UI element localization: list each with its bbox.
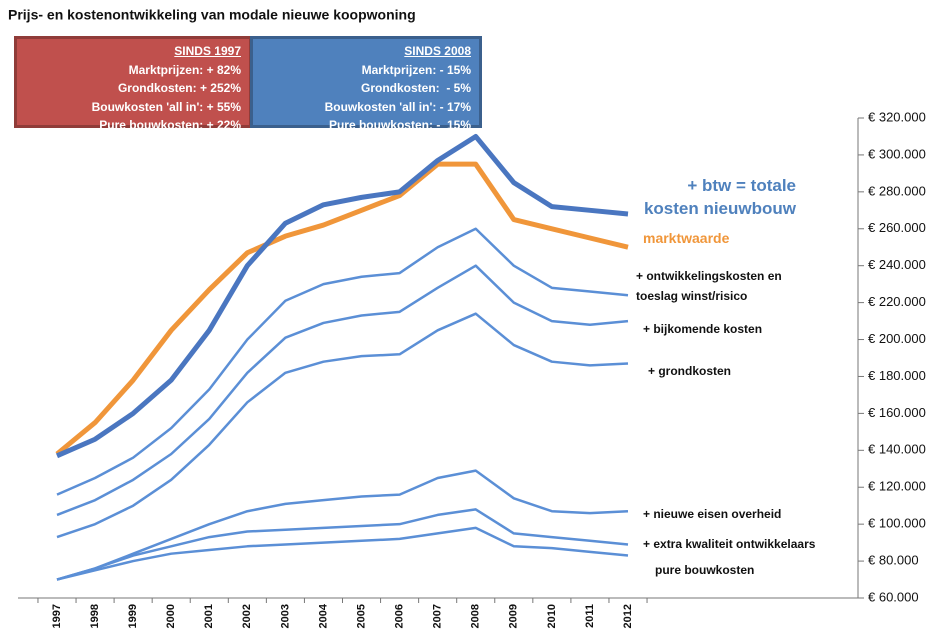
series-line <box>55 133 629 459</box>
x-tick-label: 2004 <box>317 603 329 628</box>
x-tick-label: 2011 <box>584 604 596 628</box>
x-tick-label: 1998 <box>89 604 101 628</box>
summary-line: Bouwkosten 'all in': + 55% <box>91 99 241 114</box>
series-line <box>56 227 629 496</box>
y-tick-label: € 200.000 <box>868 331 926 346</box>
series-label: + bijkomende kosten <box>643 322 763 336</box>
series-label: + nieuwe eisen overheid <box>643 507 782 521</box>
summary-line: Pure bouwkosten: + 22% <box>99 118 241 132</box>
y-tick-label: € 160.000 <box>868 405 926 420</box>
summary-line: Grondkosten: - 5% <box>360 81 471 95</box>
series-line <box>56 312 629 539</box>
series-line <box>56 508 629 581</box>
x-tick-label: 2010 <box>546 604 558 628</box>
y-tick-label: € 100.000 <box>868 516 926 531</box>
y-tick-label: € 280.000 <box>868 183 926 198</box>
x-tick-label: 1997 <box>51 604 63 628</box>
series-line <box>56 526 629 581</box>
summary-line: Pure bouwkosten: - 15% <box>328 118 471 132</box>
series-label: + extra kwaliteit ontwikkelaars <box>643 537 816 551</box>
series-label: pure bouwkosten <box>655 563 755 577</box>
chart-title: Prijs- en kostenontwikkeling van modale … <box>8 7 416 23</box>
y-tick-label: € 240.000 <box>868 257 926 272</box>
y-tick-label: € 320.000 <box>868 109 926 124</box>
series-label: + ontwikkelingskosten en toeslag winst/r… <box>636 269 782 303</box>
y-tick-label: € 180.000 <box>868 368 926 383</box>
summary-box: SINDS 1997 Marktprijzen: + 82% Grondkosten… <box>14 36 252 132</box>
x-tick-label: 2000 <box>165 604 177 628</box>
x-tick-label: 2008 <box>470 604 482 628</box>
summary-line: Bouwkosten 'all in': - 17% <box>324 99 471 114</box>
y-tick-label: € 80.000 <box>868 553 919 568</box>
summary-line: Grondkosten: + 252% <box>117 81 241 95</box>
y-tick-label: € 120.000 <box>868 479 926 494</box>
y-tick-label: € 220.000 <box>868 294 926 309</box>
summary-box: SINDS 2008 Marktprijzen: - 15% Grondkosten… <box>250 36 482 132</box>
x-tick-label: 2012 <box>622 604 634 628</box>
summary-title: SINDS 2008 <box>404 44 471 58</box>
series-line <box>55 161 629 456</box>
x-tick-label: 2007 <box>432 604 444 628</box>
series-line <box>56 264 629 517</box>
summary-line: Marktprijzen: + 82% <box>128 62 241 77</box>
x-tick-label: 2001 <box>203 604 215 628</box>
summary-line: Marktprijzen: - 15% <box>361 62 471 77</box>
series-line <box>56 469 629 581</box>
series-label: + grondkosten <box>648 364 732 378</box>
x-tick-label: 2006 <box>394 604 406 628</box>
series-label: + btw = totale kosten nieuwbouw <box>643 176 796 218</box>
x-tick-label: 1999 <box>127 604 139 628</box>
summary-title: SINDS 1997 <box>174 44 241 58</box>
y-tick-label: € 60.000 <box>868 589 919 604</box>
x-tick-label: 2005 <box>355 604 367 628</box>
x-tick-label: 2003 <box>279 604 291 628</box>
x-tick-label: 2009 <box>508 604 520 628</box>
series-label: marktwaarde <box>643 230 730 246</box>
x-tick-label: 2002 <box>241 604 253 628</box>
y-tick-label: € 300.000 <box>868 146 926 161</box>
y-tick-label: € 140.000 <box>868 442 926 457</box>
y-tick-label: € 260.000 <box>868 220 926 235</box>
